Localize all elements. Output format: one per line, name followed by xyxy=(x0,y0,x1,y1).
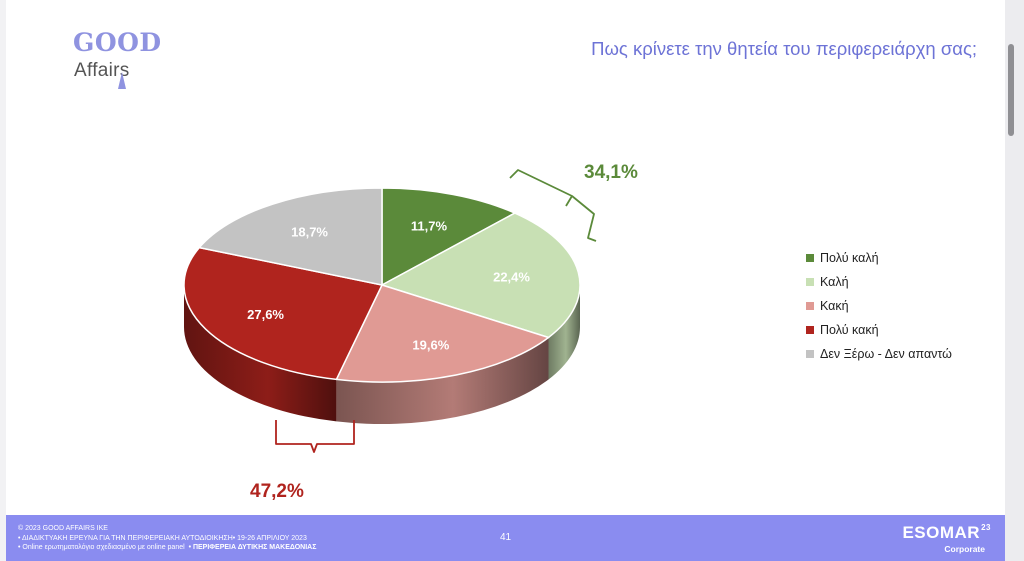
footer-copyright: © 2023 GOOD AFFAIRS IKE xyxy=(18,525,108,532)
legend-label-2: Κακή xyxy=(820,299,849,313)
pie-side-2-0 xyxy=(336,337,549,424)
bracket-positive xyxy=(509,169,597,242)
footer-survey: • ΔΙΑΔΙΚΤΥΑΚΗ ΕΡΕΥΝΑ ΓΙΑ ΤΗΝ ΠΕΡΙΦΕΡΕΙΑΚ… xyxy=(18,535,307,542)
legend-label-4: Δεν Ξέρω - Δεν απαντώ xyxy=(820,347,952,361)
slide: GOOD Affairs Πως κρίνετε την θητεία του … xyxy=(6,0,1005,561)
scrollbar-track[interactable] xyxy=(1005,0,1024,561)
slice-label-4: 18,7% xyxy=(291,225,328,240)
slice-label-3: 27,6% xyxy=(247,307,284,322)
pie-slice-0 xyxy=(381,187,516,286)
footer-method: • Online ερωτηματολόγιο σχεδιασμένο με o… xyxy=(18,544,316,551)
esomar-text: ESOMAR xyxy=(902,523,981,542)
scrollbar-thumb[interactable] xyxy=(1008,44,1014,136)
slice-label-1: 22,4% xyxy=(493,270,530,285)
logo-mark-icon xyxy=(118,72,126,89)
pie-slice-1 xyxy=(381,212,581,339)
footer-region: • ΠΕΡΙΦΕΡΕΙΑ ΔΥΤΙΚΗΣ ΜΑΚΕΔΟΝΙΑΣ xyxy=(188,544,317,551)
legend-swatch-0 xyxy=(806,254,814,262)
annotation-negative-total: 47,2% xyxy=(250,481,304,502)
question-title: Πως κρίνετε την θητεία του περιφερειάρχη… xyxy=(591,38,977,59)
pie-side-1-0 xyxy=(548,285,581,380)
esomar-logo: ESOMAR23 xyxy=(902,523,991,543)
footer-method-text: • Online ερωτηματολόγιο σχεδιασμένο με o… xyxy=(18,544,185,551)
pie-chart: 11,7% 22,4% 19,6% 27,6% 18,7% Πολύ καλή Καλή Κα… xyxy=(183,162,952,502)
pie-slice-2 xyxy=(335,284,550,383)
legend-swatch-2 xyxy=(806,302,814,310)
legend-swatch-4 xyxy=(806,350,814,358)
footer: © 2023 GOOD AFFAIRS IKE • ΔΙΑΔΙΚΤΥΑΚΗ ΕΡ… xyxy=(6,515,1005,561)
legend-label-3: Πολύ κακή xyxy=(820,323,879,337)
slice-label-0: 11,7% xyxy=(411,218,448,233)
pie-slice-4 xyxy=(198,187,383,286)
slice-label-2: 19,6% xyxy=(412,337,449,352)
logo-good: GOOD xyxy=(73,28,162,57)
page-number: 41 xyxy=(500,532,512,543)
pie-slice-3 xyxy=(183,246,383,381)
annotation-positive-total: 34,1% xyxy=(584,162,638,183)
logo-affairs: Affairs xyxy=(74,60,130,81)
legend-swatch-1 xyxy=(806,278,814,286)
esomar-corporate: Corporate xyxy=(944,544,985,554)
bracket-negative xyxy=(275,420,355,453)
pie-side-3-0 xyxy=(184,285,337,422)
legend-swatch-3 xyxy=(806,326,814,334)
legend-label-0: Πολύ καλή xyxy=(820,251,879,265)
legend-label-1: Καλή xyxy=(820,275,849,289)
esomar-sup: 23 xyxy=(981,523,991,532)
